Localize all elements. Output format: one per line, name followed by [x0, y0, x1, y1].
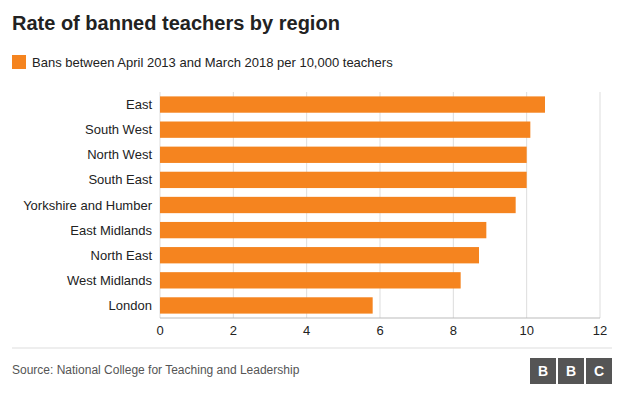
bar	[160, 297, 373, 313]
chart: Rate of banned teachers by region Bans be…	[0, 0, 624, 395]
logo: BBC	[538, 363, 604, 379]
bar	[160, 122, 530, 138]
x-axis-line	[160, 318, 600, 319]
category-label: Yorkshire and Humber	[23, 198, 153, 213]
category-label: West Midlands	[67, 273, 153, 288]
tick-label: 0	[156, 323, 163, 338]
category-label: North East	[91, 248, 153, 263]
category-label: South East	[88, 172, 152, 187]
logo-box	[558, 358, 584, 384]
category-label: South West	[85, 122, 152, 137]
bar	[160, 96, 545, 112]
tick-label: 4	[303, 323, 310, 338]
tick-label: 6	[376, 323, 383, 338]
logo-box	[530, 358, 556, 384]
bar	[160, 147, 527, 163]
category-label: London	[109, 298, 152, 313]
logo-box	[586, 358, 612, 384]
bar	[160, 222, 486, 238]
tick-label: 12	[593, 323, 607, 338]
category-label: East Midlands	[70, 223, 152, 238]
tick-label: 2	[230, 323, 237, 338]
grid-line	[600, 92, 601, 318]
logo-letter: C	[594, 363, 604, 379]
source: Source: National College for Teaching an…	[12, 363, 300, 377]
bar	[160, 272, 461, 288]
legend-label: Bans between April 2013 and March 2018 p…	[32, 55, 393, 70]
category-label: North West	[87, 147, 152, 162]
tick-label: 8	[450, 323, 457, 338]
title: Rate of banned teachers by region	[12, 12, 340, 34]
bar	[160, 197, 516, 213]
bar	[160, 247, 479, 263]
logo-letter: B	[538, 363, 548, 379]
category-label: East	[126, 97, 152, 112]
logo-letter: B	[566, 363, 576, 379]
bar	[160, 172, 527, 188]
footer-rule	[12, 348, 612, 349]
bars	[160, 96, 545, 313]
tick-label: 10	[519, 323, 533, 338]
legend-swatch	[12, 55, 26, 69]
